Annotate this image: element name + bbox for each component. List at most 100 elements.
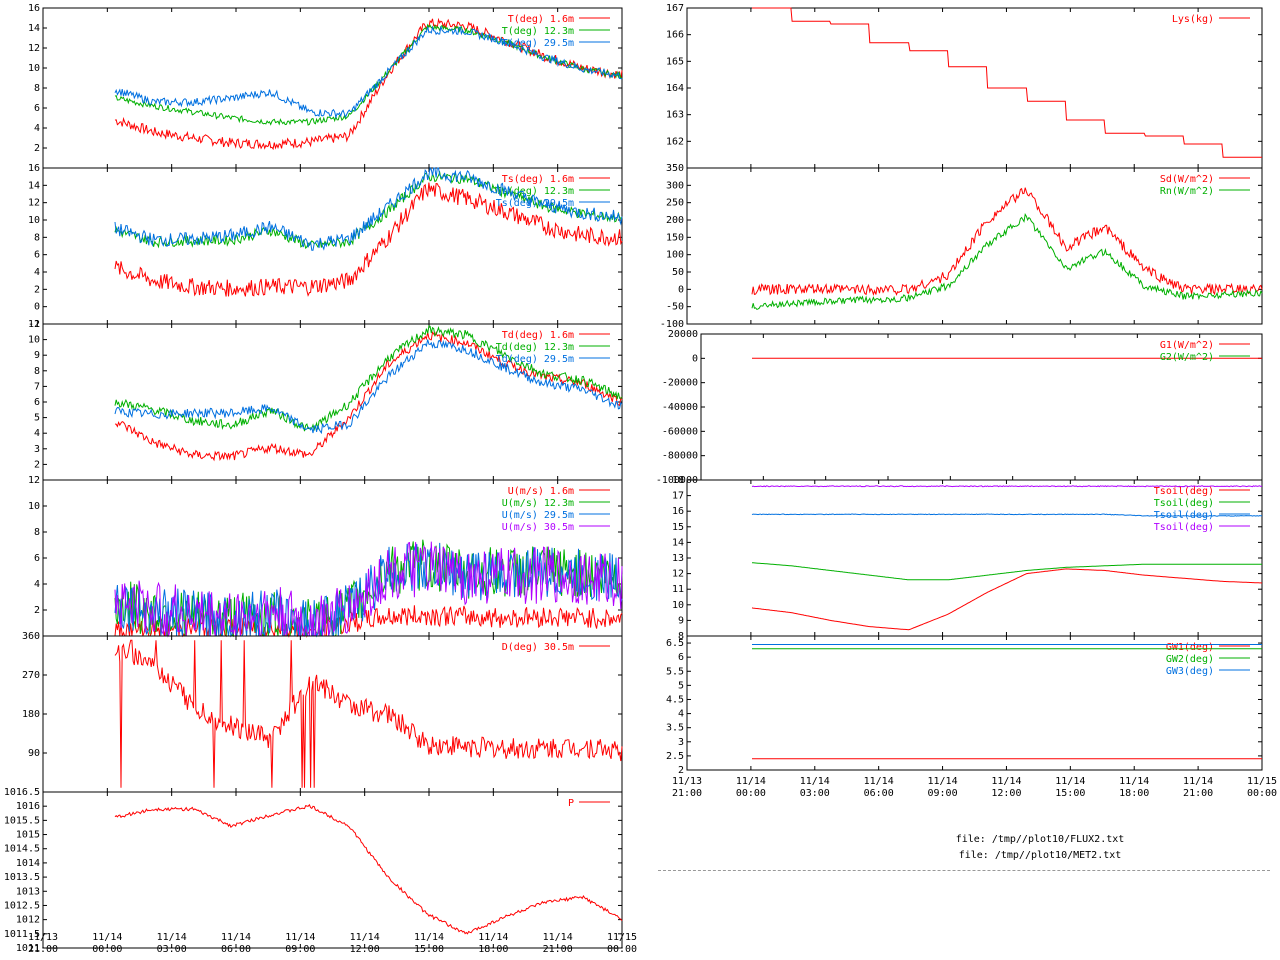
x-tick-date: 11/14 [991,776,1021,787]
y-tick-label: 7 [34,381,40,392]
y-tick-label: 360 [22,631,40,642]
panel-frame [42,791,623,949]
series-line-t-2 [114,25,623,120]
y-tick-label: 15 [672,522,684,533]
y-tick-label: 3 [678,737,684,748]
legend-label: GW3(deg) [1166,666,1214,677]
y-tick-label: 12 [672,569,684,580]
divider-line [658,870,1270,871]
y-tick-label: 5.5 [666,666,684,677]
legend-label: Td(deg) 1.6m [502,330,574,341]
y-tick-label: 4 [678,709,684,720]
y-tick-label: 1016.5 [4,787,40,798]
y-tick-label: 162 [666,136,684,147]
y-tick-label: 1015 [16,830,40,841]
y-tick-label: 90 [28,748,40,759]
series-line-tsoil-2 [751,513,1263,517]
y-tick-label: 9 [34,350,40,361]
legend-label: G2(W/m^2) [1160,352,1214,363]
legend-label: Tsoil(deg) [1154,486,1214,497]
y-tick-label: 50 [672,267,684,278]
x-tick-date: 11/14 [157,932,187,943]
x-tick-time: 18:00 [478,944,508,955]
x-tick-date: 11/14 [543,932,573,943]
y-tick-label: 6 [34,553,40,564]
x-tick-time: 15:00 [414,944,444,955]
panel-frame [42,635,623,793]
x-tick-time: 15:00 [1055,788,1085,799]
y-tick-label: 4 [34,123,40,134]
y-tick-label: 0 [692,353,698,364]
y-tick-label: 5 [34,413,40,424]
panel-gw: 2 2.5 3 3.5 4 4.5 5 5.5 6 6.5 GW1(deg)GW2(deg)GW3(… [666,635,1263,776]
y-tick-label: 9 [678,615,684,626]
y-tick-label: 8 [34,527,40,538]
panel-frame [686,7,1263,169]
legend-label: U(m/s) 30.5m [502,522,574,533]
y-tick-label: 167 [666,3,684,14]
file-label-flux: file: /tmp//plot10/FLUX2.txt [955,834,1125,845]
legend-label: T(deg) 12.3m [502,26,574,37]
x-tick-date: 11/14 [285,932,315,943]
legend-label: GW1(deg) [1166,642,1214,653]
legend-label: U(m/s) 29.5m [502,510,574,521]
y-tick-label: -100 [660,319,684,330]
y-tick-label: 2 [34,284,40,295]
series-line-d-0 [114,639,623,788]
panel-p: 1011 1011.5 1012 1012.5 1013 1013.5 1014 1014.5… [4,787,623,954]
legend-label: T(deg) 29.5m [502,38,574,49]
legend-label: Tsoil(deg) [1154,522,1214,533]
legend-label: Td(deg) 29.5m [496,354,574,365]
legend-label: Ts(deg) 1.6m [502,174,574,185]
y-tick-label: 6.5 [666,638,684,649]
x-tick-time: 00:00 [1247,788,1277,799]
x-tick-time: 00:00 [92,944,122,955]
y-tick-label: -40000 [662,402,698,413]
y-tick-label: 100 [666,250,684,261]
y-tick-label: 8 [34,366,40,377]
y-tick-label: 8 [678,631,684,642]
y-tick-label: 2 [678,765,684,776]
panel-u: 2 4 6 8 10 12 U(m/s) 1.6mU(m/s) 12.3mU(m/s) 29… [28,475,623,638]
x-tick-date: 11/14 [1183,776,1213,787]
y-tick-label: 1016 [16,801,40,812]
x-tick-time: 03:00 [800,788,830,799]
x-tick-time: 21:00 [543,944,573,955]
y-tick-label: 0 [34,302,40,313]
y-tick-label: 6 [34,397,40,408]
y-tick-label: 0 [678,284,684,295]
x-tick-time: 09:00 [928,788,958,799]
y-tick-label: 250 [666,198,684,209]
y-tick-label: 6 [678,652,684,663]
y-tick-label: 20000 [668,329,698,340]
y-tick-label: 16 [28,163,40,174]
y-tick-label: 6 [34,250,40,261]
y-tick-label: 150 [666,232,684,243]
y-tick-label: 165 [666,56,684,67]
x-tick-date: 11/14 [800,776,830,787]
x-tick-time: 18:00 [1119,788,1149,799]
y-tick-label: 18 [672,475,684,486]
legend-label: Ts(deg) 29.5m [496,198,574,209]
y-tick-label: -80000 [662,451,698,462]
panel-frame [686,167,1263,325]
x-tick-date: 11/14 [736,776,766,787]
x-tick-time: 06:00 [221,944,251,955]
y-tick-label: -2 [28,319,40,330]
x-tick-time: 06:00 [864,788,894,799]
x-tick-date: 11/14 [1055,776,1085,787]
legend-label: GW2(deg) [1166,654,1214,665]
y-tick-label: 1013 [16,886,40,897]
y-tick-label: 16 [672,506,684,517]
legend-label: Rn(W/m^2) [1160,186,1214,197]
y-tick-label: 3 [34,444,40,455]
y-tick-label: 8 [34,83,40,94]
x-tick-time: 12:00 [350,944,380,955]
y-tick-label: 270 [22,670,40,681]
panel-lys: 162 163 164 165 166 167 Lys(kg) [666,3,1263,169]
y-tick-label: 11 [28,319,40,330]
x-tick-time: 12:00 [991,788,1021,799]
y-tick-label: 6 [34,103,40,114]
y-tick-label: 1012 [16,915,40,926]
